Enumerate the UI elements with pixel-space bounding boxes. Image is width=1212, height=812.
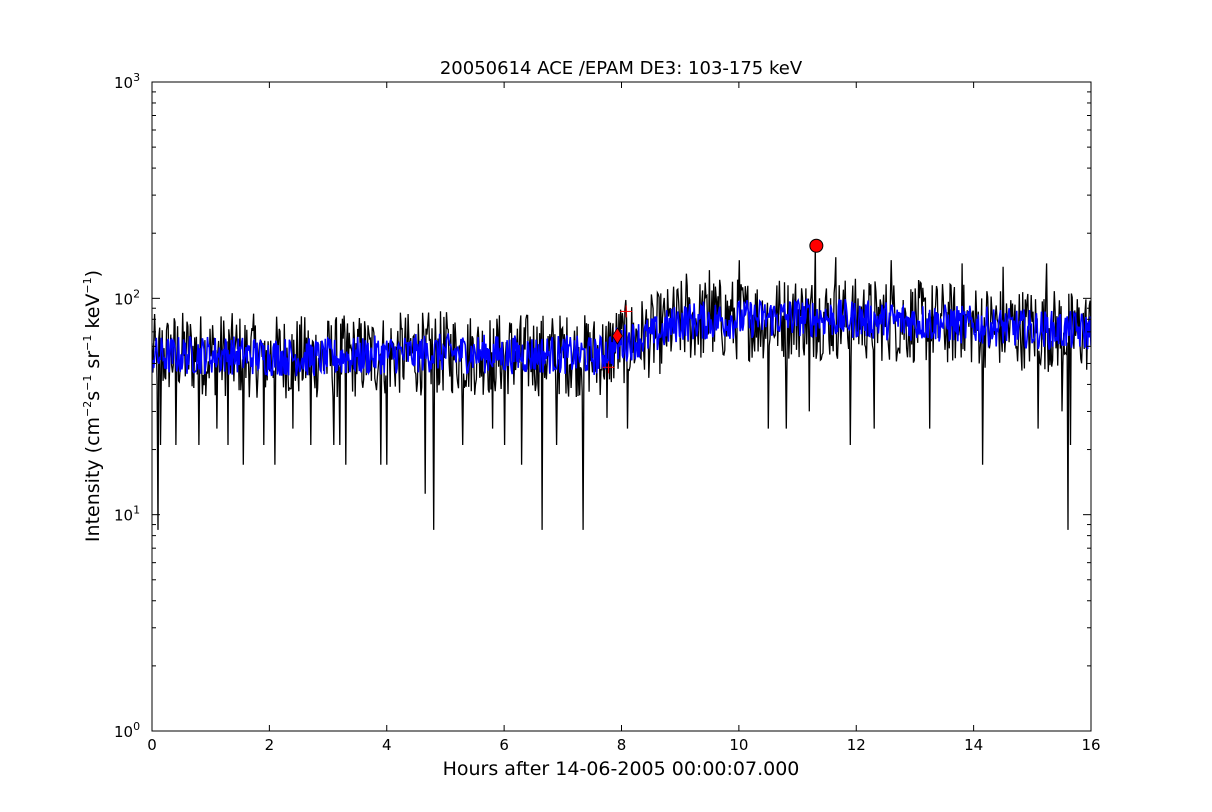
x-tick-label: 16 [1081,736,1100,754]
x-tick-label: 6 [499,736,509,754]
x-axis-label: Hours after 14-06-2005 00:00:07.000 [443,758,800,780]
marker-circle [809,238,824,253]
y-tick-label: 102 [114,287,140,308]
x-axis: 0 2 4 6 8 10 12 14 16 [147,82,1101,754]
marker-plus [602,361,615,374]
marker-layer [602,238,824,374]
x-tick-label: 2 [265,736,275,754]
y-tick-label: 100 [114,720,140,741]
x-tick-label: 10 [729,736,748,754]
x-tick-label: 0 [147,736,157,754]
plot-area [151,81,1092,732]
marker-diamond [611,327,623,345]
x-tick-label: 4 [382,736,392,754]
y-tick-label: 103 [114,71,140,92]
series-line-smoothed [152,297,1091,377]
chart-title: 20050614 ACE /EPAM DE3: 103-175 keV [440,58,803,79]
x-tick-label: 14 [964,736,983,754]
x-tick-label: 8 [617,736,627,754]
y-tick-label: 101 [114,504,140,525]
y-axis: 100 101 102 103 [114,71,1091,741]
plot-background [152,82,1091,731]
series-layer [152,245,1091,530]
x-tick-label: 12 [847,736,866,754]
marker-plus [620,305,633,318]
y-axis-label: Intensity (cm−2s−1 sr−1 keV−1) [81,270,104,542]
